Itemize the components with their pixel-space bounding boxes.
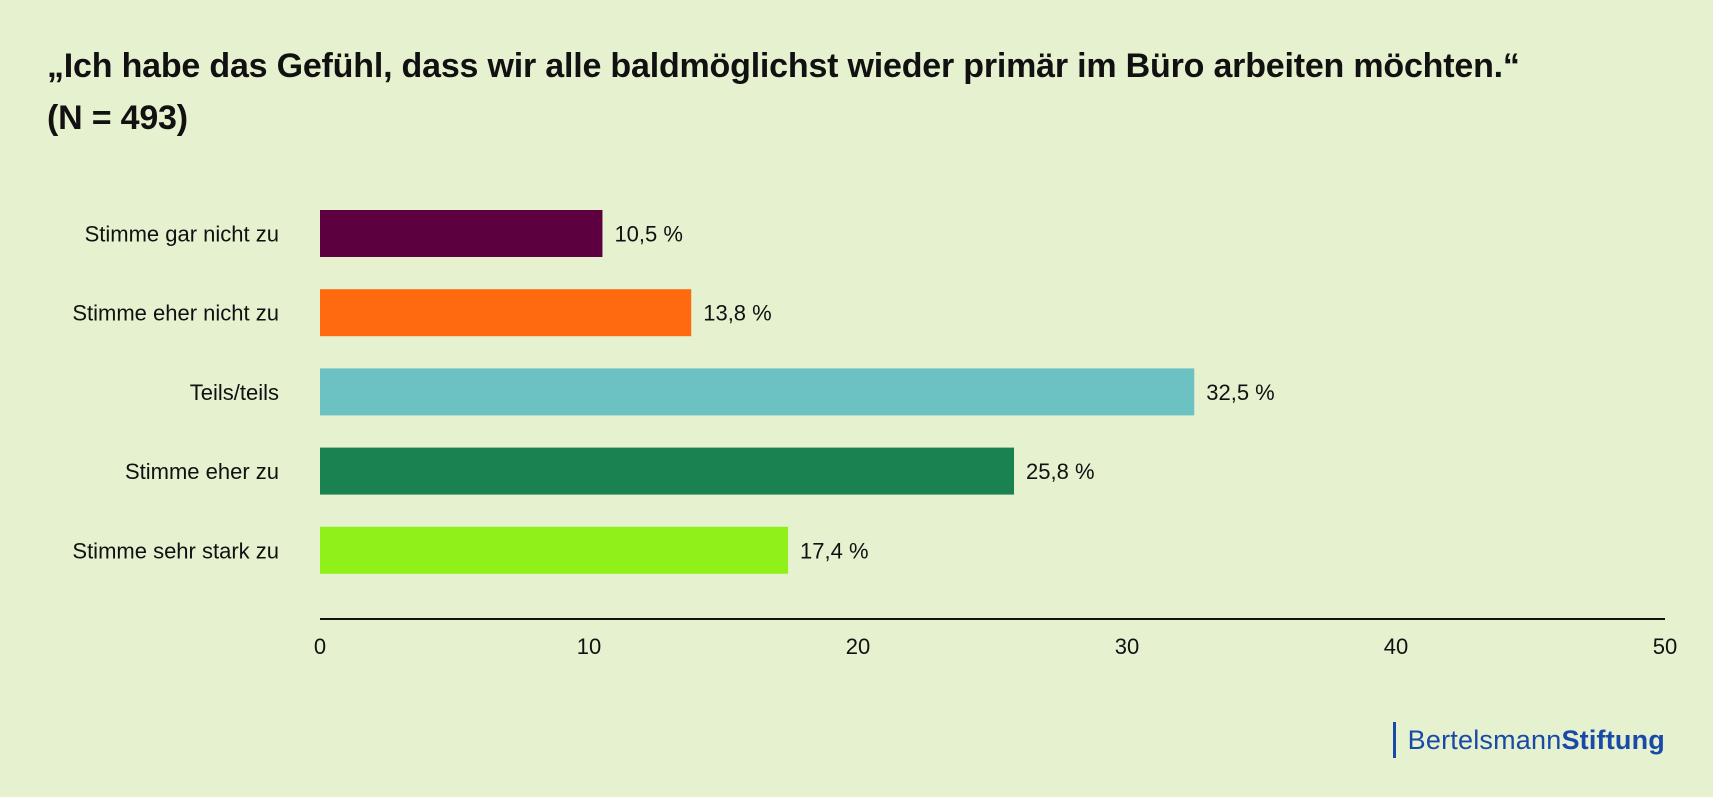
- value-label: 17,4 %: [800, 538, 869, 563]
- bar: [320, 526, 789, 574]
- bar: [320, 368, 1195, 416]
- category-label: Stimme eher nicht zu: [72, 301, 279, 326]
- bars-group: Stimme gar nicht zu 10,5 % Stimme eher nic…: [72, 210, 1275, 574]
- category-label: Stimme eher zu: [125, 459, 279, 484]
- value-label: 13,8 %: [703, 301, 772, 326]
- bar: [320, 289, 692, 337]
- x-tick-label: 50: [1653, 634, 1677, 659]
- value-label: 10,5 %: [614, 222, 683, 247]
- value-label: 32,5 %: [1206, 380, 1275, 405]
- brand-logo: Bertelsmann Stiftung: [1392, 722, 1665, 758]
- category-label: Stimme sehr stark zu: [72, 538, 279, 563]
- bar: [320, 447, 1015, 495]
- chart-title-line2: (N = 493): [47, 99, 188, 137]
- x-tick-label: 20: [846, 634, 870, 659]
- x-tick-label: 30: [1115, 634, 1139, 659]
- chart-title: „Ich habe das Gefühl, dass wir alle bald…: [47, 40, 1667, 144]
- bar-chart: Stimme gar nicht zu 10,5 % Stimme eher nic…: [72, 210, 1677, 659]
- bar: [320, 210, 603, 257]
- category-label: Teils/teils: [190, 380, 279, 405]
- x-tick-label: 0: [314, 634, 326, 659]
- x-tick-label: 40: [1384, 634, 1408, 659]
- brand-name-part2: Stiftung: [1561, 724, 1665, 755]
- x-tick-label: 10: [577, 634, 601, 659]
- chart-title-line1: „Ich habe das Gefühl, dass wir alle bald…: [47, 47, 1520, 85]
- x-axis: 0 10 20 30 40 50: [314, 618, 1677, 659]
- value-label: 25,8 %: [1026, 459, 1095, 484]
- brand-name-part1: Bertelsmann: [1407, 724, 1562, 755]
- category-label: Stimme gar nicht zu: [85, 222, 279, 247]
